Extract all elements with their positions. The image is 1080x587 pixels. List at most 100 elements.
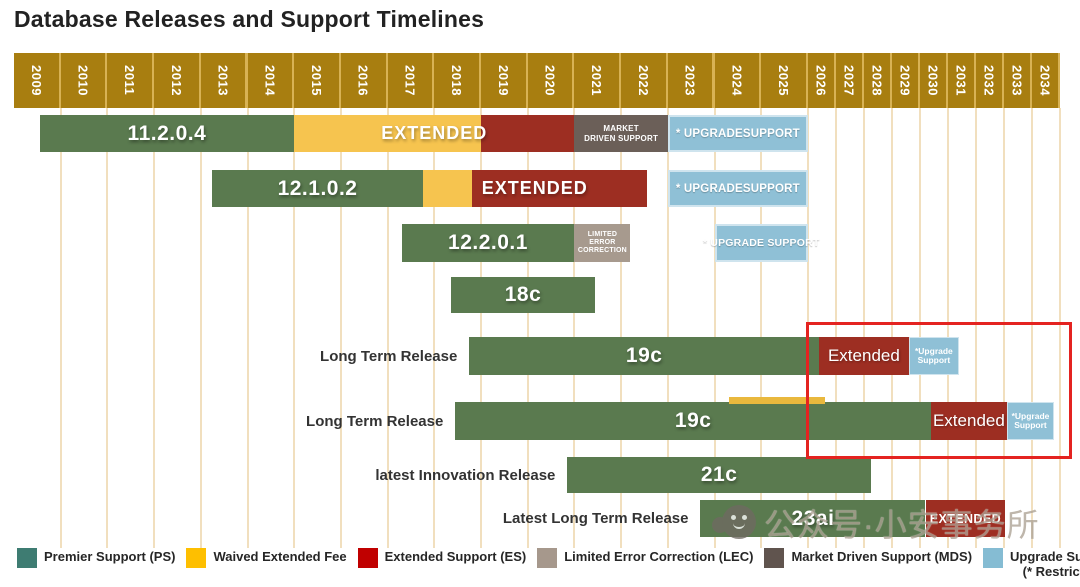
year-label-2017: 2017 [387, 53, 433, 108]
legend-label: Waived Extended Fee [213, 549, 347, 564]
year-label-2019: 2019 [481, 53, 526, 108]
year-label-2012: 2012 [154, 53, 199, 108]
gridline [834, 108, 837, 548]
legend-label: Upgrade Support(* Restricted) [1010, 549, 1080, 579]
gridline [106, 108, 109, 548]
year-label-2031: 2031 [947, 53, 974, 108]
year-axis: 2009 2010 2011 2012 2013 2014 2015 2016 2017 2018… [14, 53, 1060, 108]
legend-swatch [764, 548, 785, 568]
segment-upgrade-small: *Upgrade Support [1006, 402, 1055, 440]
year-label-2029: 2029 [891, 53, 918, 108]
gridline [573, 108, 576, 548]
segment-upgrade: * UPGRADE SUPPORT [703, 224, 819, 262]
year-label-2026: 2026 [807, 53, 834, 108]
legend-swatch [357, 548, 378, 568]
year-label-2022: 2022 [621, 53, 666, 108]
legend-label: Premier Support (PS) [44, 549, 176, 564]
gridline [666, 108, 669, 548]
year-label-2027: 2027 [835, 53, 862, 108]
gridline [918, 108, 921, 548]
segment-premier: 18c [450, 277, 596, 313]
year-label-2033: 2033 [1003, 53, 1030, 108]
year-label-2030: 2030 [919, 53, 946, 108]
year-label-2014: 2014 [247, 53, 293, 108]
gridline [974, 108, 977, 548]
gridline [1030, 108, 1033, 548]
year-label-2034: 2034 [1031, 53, 1058, 108]
year-label-2025: 2025 [761, 53, 806, 108]
segment-waived [422, 170, 472, 207]
legend-swatch [537, 548, 558, 568]
page-title: Database Releases and Support Timelines [14, 6, 485, 32]
gridline [890, 108, 893, 548]
segment-extended [471, 170, 647, 207]
segment-extended: EXTENDED [925, 500, 1006, 537]
row-label: latest Innovation Release [375, 466, 556, 484]
segment-waived-strip [728, 397, 825, 404]
watermark: 公众号·小安事务所 [712, 500, 1040, 546]
legend-label: Market Driven Support (MDS) [791, 549, 973, 564]
gridline [433, 108, 436, 548]
year-label-2028: 2028 [863, 53, 890, 108]
gridline [620, 108, 623, 548]
segment-premier: 11.2.0.4 [39, 115, 295, 152]
gridline [199, 108, 202, 548]
legend-swatch [983, 548, 1004, 568]
year-label-2010: 2010 [60, 53, 106, 108]
segment-extended [481, 115, 575, 152]
wechat-official-account-icon [712, 503, 756, 543]
row-label: Long Term Release [320, 347, 458, 365]
gridline [1058, 108, 1061, 548]
segment-premier: 21c [567, 457, 871, 493]
legend-item-lec: Limited Error Correction (LEC) [537, 548, 753, 568]
gridline [713, 108, 716, 548]
legend: Premier Support (PS) Waived Extended Fee E… [17, 548, 1080, 580]
watermark-text: 公众号·小安事务所 [764, 507, 1040, 543]
segment-upgrade-small: *Upgrade Support [908, 337, 960, 375]
gridline [526, 108, 529, 548]
highlight-box [806, 322, 1072, 459]
year-label-2013: 2013 [200, 53, 246, 108]
year-label-2009: 2009 [14, 53, 59, 108]
gridline [1002, 108, 1005, 548]
legend-swatch [17, 548, 37, 568]
segment-premier: 12.1.0.2 [212, 170, 423, 207]
year-label-2021: 2021 [574, 53, 620, 108]
segment-premier: 19c [469, 337, 820, 375]
year-label-2018: 2018 [434, 53, 479, 108]
legend-label: Limited Error Correction (LEC) [564, 549, 754, 564]
segment-extended: Extended [819, 337, 909, 375]
year-label-2016: 2016 [340, 53, 386, 108]
year-label-2024: 2024 [714, 53, 760, 108]
gridline [153, 108, 156, 548]
segment-mds: MARKET DRIVEN SUPPORT [574, 115, 668, 152]
year-label-2015: 2015 [294, 53, 339, 108]
gridline [246, 108, 249, 548]
segment-premier: 12.2.0.1 [401, 224, 575, 262]
segment-upgrade: * UPGRADESUPPORT [667, 115, 808, 152]
legend-item-mds: Market Driven Support (MDS) [764, 548, 972, 568]
segment-extended: Extended [931, 402, 1007, 440]
legend-label: Extended Support (ES) [384, 549, 527, 564]
year-label-2032: 2032 [975, 53, 1002, 108]
legend-item-premier: Premier Support (PS) [17, 548, 175, 568]
year-label-2011: 2011 [107, 53, 153, 108]
legend-swatch [186, 548, 207, 568]
gridline [760, 108, 763, 548]
gridline [339, 108, 342, 548]
gridline [480, 108, 482, 548]
legend-item-extended: Extended Support (ES) [357, 548, 527, 568]
row-label: Long Term Release [306, 412, 444, 430]
segment-upgrade: * UPGRADESUPPORT [667, 170, 808, 207]
segment-waived [294, 115, 481, 152]
segment-premier: 19c [455, 402, 932, 440]
gridline [386, 108, 389, 548]
legend-item-upgrade: Upgrade Support(* Restricted) [983, 548, 1080, 580]
gridline [293, 108, 296, 548]
gridline [59, 108, 62, 548]
gridline [946, 108, 949, 548]
year-label-2023: 2023 [667, 53, 713, 108]
gridline [862, 108, 865, 548]
year-label-2020: 2020 [527, 53, 573, 108]
